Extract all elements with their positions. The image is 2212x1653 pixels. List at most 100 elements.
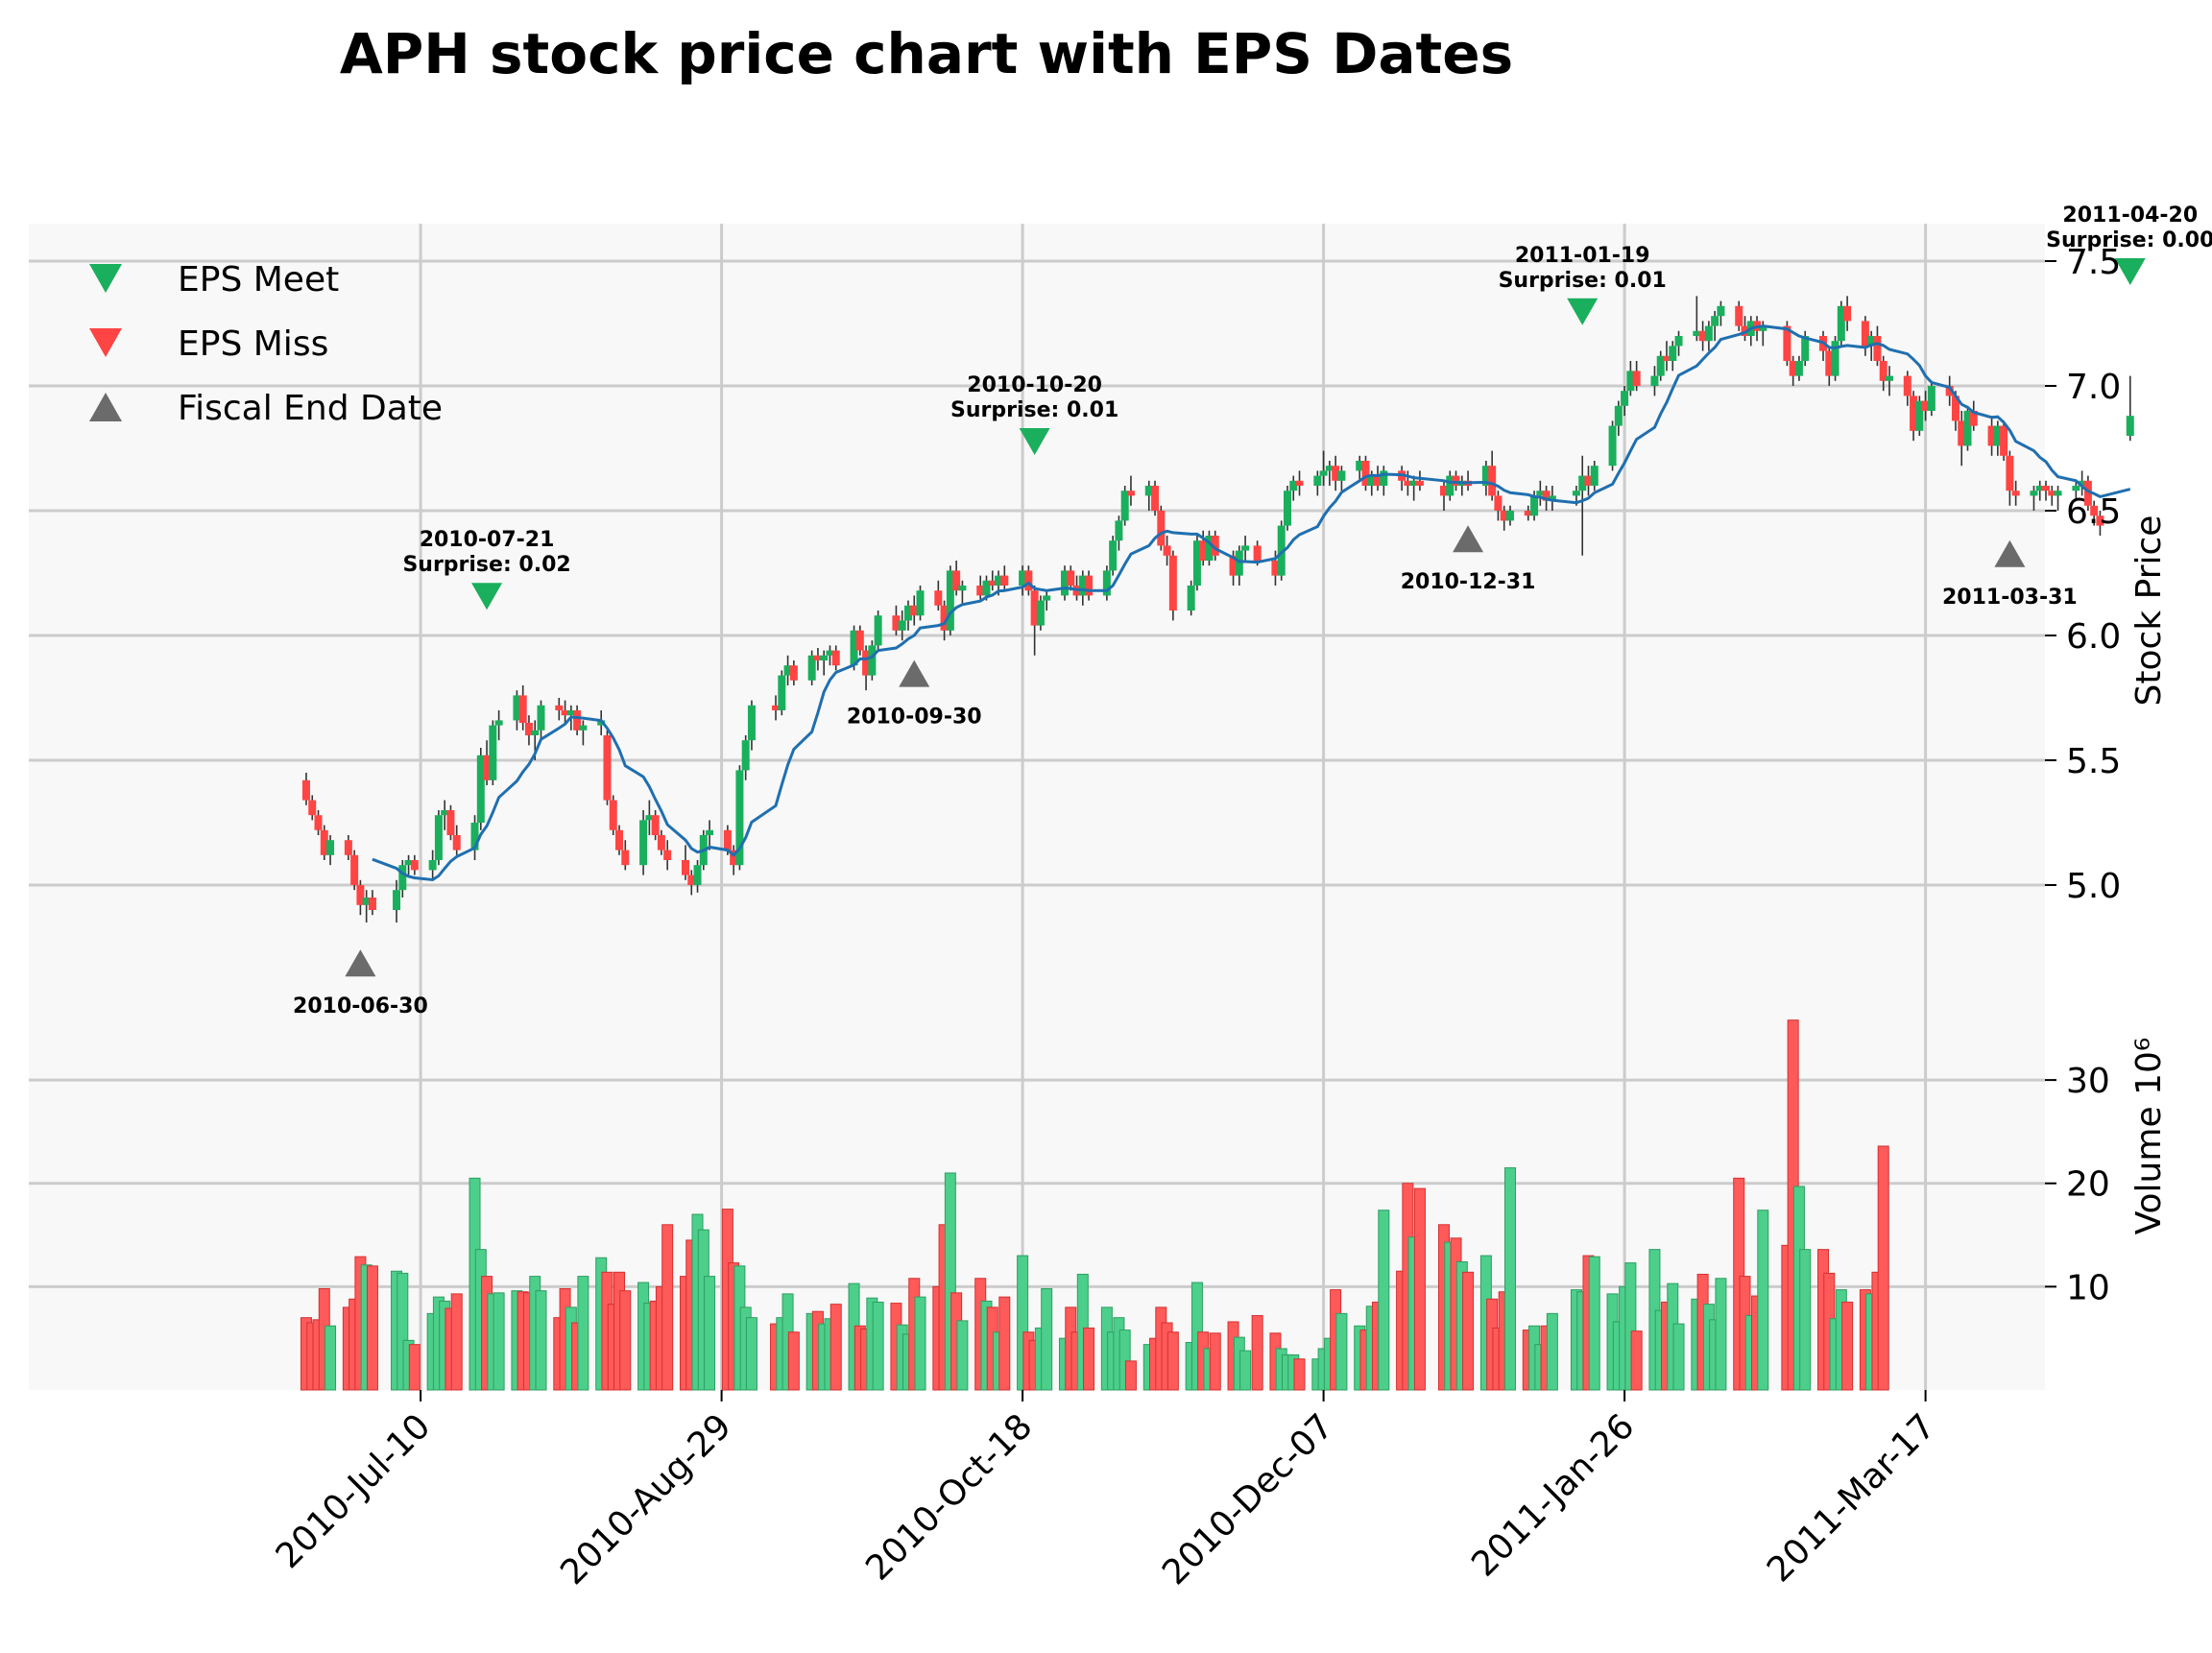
candle-body	[1650, 375, 1659, 386]
candle-body	[1993, 425, 2002, 446]
candle	[1921, 391, 1930, 421]
candle	[621, 840, 630, 871]
candle	[831, 645, 840, 671]
price-tick-label: 7.5	[2066, 243, 2121, 282]
candle	[1019, 565, 1027, 596]
volume-bar	[1546, 1312, 1558, 1391]
volume-bar	[1209, 1332, 1221, 1391]
candle-body	[1735, 305, 1743, 326]
volume-bar	[1293, 1358, 1306, 1391]
candle-body	[1440, 486, 1448, 496]
candle	[2078, 470, 2086, 496]
volume-bar	[1588, 1256, 1600, 1391]
candle-body	[470, 823, 479, 850]
candle-body	[723, 829, 732, 850]
candle	[1879, 355, 1887, 392]
candle-body	[1337, 470, 1346, 481]
eps-date-label: 2010-10-20	[967, 373, 1102, 397]
candle-body	[1825, 350, 1834, 376]
candle-body	[1332, 466, 1340, 481]
candle	[1584, 466, 1593, 496]
candle-body	[1313, 475, 1322, 486]
candle	[778, 670, 786, 716]
candle	[1608, 420, 1617, 471]
volume-tick-label: 30	[2066, 1062, 2110, 1101]
fiscal-end-marker	[345, 949, 376, 977]
candle	[1910, 391, 1918, 442]
candle-body	[513, 695, 521, 721]
fiscal-end-label: 2010-06-30	[293, 994, 428, 1018]
candle-body	[934, 590, 943, 606]
candle	[518, 685, 527, 731]
candle	[350, 850, 359, 891]
volume-bar	[1166, 1331, 1179, 1391]
candle	[645, 800, 654, 835]
volume-bar	[1413, 1187, 1426, 1391]
candle	[320, 825, 328, 860]
candle	[693, 860, 702, 893]
candle	[1500, 505, 1508, 531]
x-tick-label: 2010-Dec-07	[1155, 1406, 1341, 1593]
candle-body	[1452, 475, 1460, 486]
candle-body	[1199, 540, 1208, 561]
candle-body	[314, 815, 323, 830]
candle-body	[1481, 466, 1490, 486]
candle-body	[903, 605, 912, 621]
candle-body	[1530, 495, 1539, 516]
candle	[1085, 570, 1094, 601]
candle-body	[1584, 475, 1593, 486]
candle-body	[1789, 361, 1797, 376]
candle-body	[1036, 600, 1045, 626]
candle-body	[1404, 480, 1412, 486]
candle	[1873, 325, 1882, 367]
legend-marker	[89, 328, 122, 357]
candle	[2048, 486, 2056, 506]
candle	[1794, 355, 1803, 381]
candle-body	[813, 655, 822, 660]
candle	[489, 720, 497, 785]
candle	[651, 810, 660, 841]
candle-body	[820, 655, 829, 660]
candle-body	[320, 829, 328, 855]
candle-body	[1867, 336, 1876, 347]
candle-body	[1415, 480, 1424, 486]
candle	[1380, 466, 1388, 496]
candle-body	[1674, 336, 1683, 347]
candle-body	[1126, 491, 1135, 496]
candle-body	[995, 575, 1003, 586]
price-tick-label: 6.0	[2066, 617, 2121, 657]
candle	[2035, 480, 2044, 501]
candle	[1927, 380, 1936, 417]
candle	[609, 795, 617, 835]
candle	[393, 879, 401, 922]
candle-body	[1861, 321, 1869, 347]
candle	[1452, 470, 1460, 491]
candle-body	[1494, 495, 1503, 511]
candle-body	[639, 820, 648, 866]
candle-body	[1987, 425, 1996, 446]
eps-date-label: 2010-07-21	[420, 528, 555, 552]
candle	[483, 740, 492, 785]
candle-body	[747, 705, 756, 741]
candle-body	[1367, 475, 1376, 486]
candle	[1277, 520, 1286, 581]
candle-body	[573, 710, 582, 731]
candle	[826, 645, 834, 666]
eps-surprise-label: Surprise: 0.01	[1499, 269, 1667, 293]
candle	[1030, 586, 1039, 656]
candle-body	[1693, 330, 1701, 336]
candle	[1698, 321, 1707, 351]
candle	[2090, 500, 2099, 526]
candle	[1325, 461, 1334, 486]
volume-bar	[408, 1344, 421, 1391]
candle-body	[1109, 540, 1118, 571]
candle-body	[855, 630, 864, 651]
candle	[1843, 296, 1852, 331]
candle	[356, 879, 365, 916]
candle-body	[1837, 305, 1845, 342]
candle-body	[615, 829, 624, 850]
candle-body	[1030, 590, 1039, 626]
candle-body	[783, 665, 792, 676]
candle	[1903, 371, 1911, 406]
candle	[916, 586, 925, 621]
